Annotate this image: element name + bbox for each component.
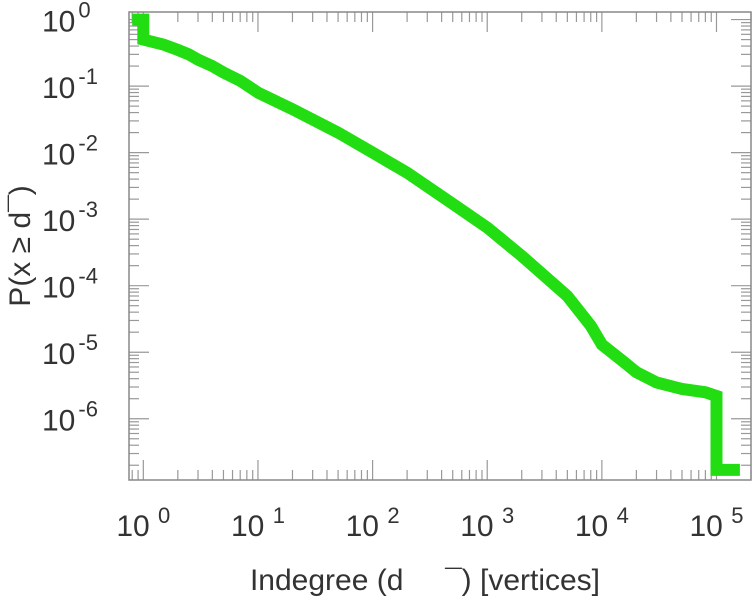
y-tick-label: 10 -1 — [42, 64, 98, 105]
x-tick-label: 10 0 — [116, 503, 170, 543]
x-tick-label: 10 5 — [690, 503, 744, 543]
series-layer — [132, 13, 740, 476]
x-axis-label: Indegree (d ¯) [vertices] — [250, 564, 600, 597]
plot-frame — [128, 11, 752, 481]
y-tick-label: 10 -3 — [42, 197, 98, 238]
y-tick-label: 10 0 — [42, 0, 91, 39]
y-tick-label: 10 -5 — [42, 330, 98, 371]
major-ticks — [129, 12, 751, 480]
x-tick-label: 10 4 — [575, 503, 629, 543]
y-tick-label: 10 -4 — [42, 264, 98, 305]
x-tick-label: 10 3 — [460, 503, 514, 543]
y-tick-label: 10 -6 — [42, 397, 98, 438]
series-line-0 — [132, 13, 740, 476]
x-tick-label: 10 1 — [231, 503, 285, 543]
x-tick-labels: 10 0 10 1 10 2 10 3 10 4 10 5 — [116, 503, 743, 543]
minor-ticks — [129, 12, 752, 480]
y-axis-label: P(x ≥ d¯) — [4, 185, 37, 306]
y-tick-label: 10 -2 — [42, 131, 98, 172]
x-tick-label: 10 2 — [346, 503, 400, 543]
